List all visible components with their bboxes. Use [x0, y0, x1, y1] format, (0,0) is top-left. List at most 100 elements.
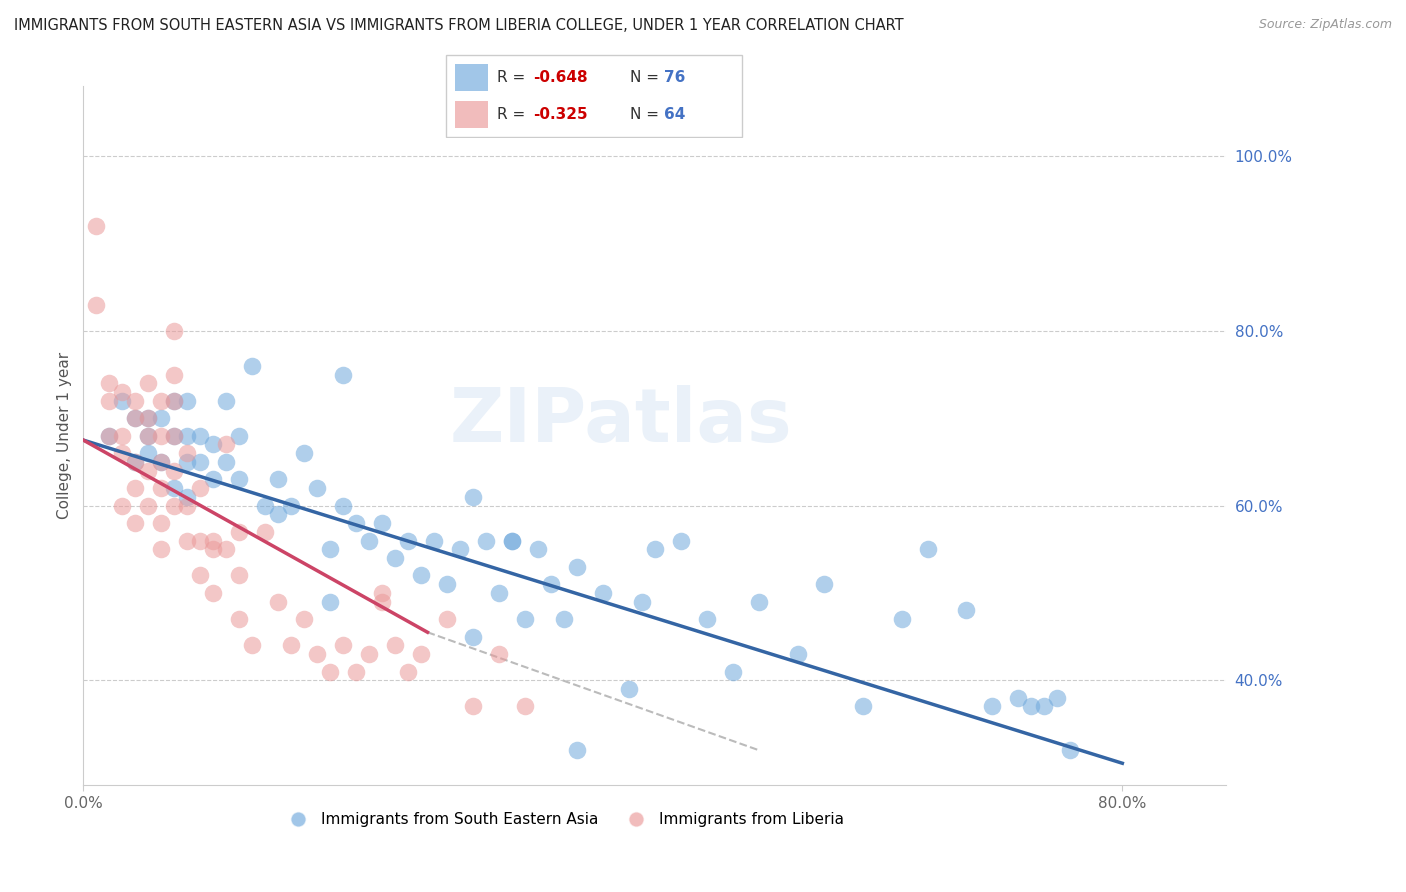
- Point: [748, 595, 770, 609]
- Point: [786, 647, 808, 661]
- Point: [527, 542, 550, 557]
- Point: [461, 699, 484, 714]
- Point: [98, 393, 121, 408]
- Point: [436, 577, 458, 591]
- Point: [124, 411, 146, 425]
- Point: [461, 630, 484, 644]
- Point: [98, 428, 121, 442]
- Point: [981, 699, 1004, 714]
- Point: [513, 699, 536, 714]
- Point: [592, 586, 614, 600]
- Point: [136, 376, 159, 391]
- Point: [1046, 690, 1069, 705]
- Point: [215, 393, 238, 408]
- Point: [396, 665, 419, 679]
- Point: [163, 481, 186, 495]
- Point: [292, 612, 315, 626]
- Point: [150, 455, 173, 469]
- Point: [124, 481, 146, 495]
- Point: [136, 446, 159, 460]
- Text: -0.648: -0.648: [534, 70, 588, 85]
- Point: [136, 411, 159, 425]
- Text: IMMIGRANTS FROM SOUTH EASTERN ASIA VS IMMIGRANTS FROM LIBERIA COLLEGE, UNDER 1 Y: IMMIGRANTS FROM SOUTH EASTERN ASIA VS IM…: [14, 18, 904, 33]
- Point: [84, 219, 107, 233]
- Point: [319, 595, 342, 609]
- Point: [202, 437, 225, 451]
- Point: [228, 472, 250, 486]
- Point: [163, 324, 186, 338]
- Point: [1021, 699, 1043, 714]
- Point: [163, 499, 186, 513]
- Point: [813, 577, 835, 591]
- Point: [228, 568, 250, 582]
- Point: [163, 464, 186, 478]
- FancyBboxPatch shape: [456, 101, 488, 128]
- Point: [280, 499, 302, 513]
- Point: [488, 586, 510, 600]
- Point: [371, 586, 394, 600]
- Point: [188, 533, 211, 548]
- Point: [124, 516, 146, 530]
- Point: [111, 393, 134, 408]
- Point: [851, 699, 873, 714]
- Point: [344, 516, 367, 530]
- Point: [202, 586, 225, 600]
- Point: [319, 542, 342, 557]
- Point: [150, 393, 173, 408]
- Point: [565, 559, 588, 574]
- Point: [488, 647, 510, 661]
- Point: [188, 455, 211, 469]
- Point: [228, 612, 250, 626]
- Point: [409, 647, 432, 661]
- Point: [332, 499, 354, 513]
- Point: [202, 542, 225, 557]
- Point: [215, 455, 238, 469]
- Point: [332, 368, 354, 382]
- Point: [280, 638, 302, 652]
- Point: [565, 743, 588, 757]
- Point: [669, 533, 692, 548]
- Point: [163, 393, 186, 408]
- Point: [176, 428, 198, 442]
- Point: [696, 612, 718, 626]
- Text: 76: 76: [664, 70, 685, 85]
- Point: [136, 499, 159, 513]
- Point: [423, 533, 446, 548]
- Legend: Immigrants from South Eastern Asia, Immigrants from Liberia: Immigrants from South Eastern Asia, Immi…: [277, 806, 851, 833]
- Text: R =: R =: [498, 107, 530, 122]
- Point: [150, 455, 173, 469]
- Point: [176, 446, 198, 460]
- Point: [357, 647, 380, 661]
- Point: [630, 595, 652, 609]
- Point: [163, 393, 186, 408]
- Point: [917, 542, 939, 557]
- Point: [136, 464, 159, 478]
- Point: [188, 481, 211, 495]
- Point: [240, 359, 263, 373]
- Point: [176, 455, 198, 469]
- Text: ZIPatlas: ZIPatlas: [449, 385, 792, 458]
- Point: [124, 393, 146, 408]
- Point: [202, 472, 225, 486]
- Point: [202, 533, 225, 548]
- Point: [150, 516, 173, 530]
- Point: [176, 499, 198, 513]
- Point: [384, 638, 406, 652]
- Point: [111, 446, 134, 460]
- Point: [1033, 699, 1056, 714]
- Point: [136, 428, 159, 442]
- Point: [254, 499, 277, 513]
- Text: 64: 64: [664, 107, 685, 122]
- Point: [344, 665, 367, 679]
- Point: [150, 542, 173, 557]
- Point: [163, 368, 186, 382]
- Point: [644, 542, 666, 557]
- Point: [357, 533, 380, 548]
- Y-axis label: College, Under 1 year: College, Under 1 year: [58, 352, 72, 519]
- Point: [163, 428, 186, 442]
- Point: [409, 568, 432, 582]
- Point: [254, 524, 277, 539]
- Point: [371, 516, 394, 530]
- Text: Source: ZipAtlas.com: Source: ZipAtlas.com: [1258, 18, 1392, 31]
- Point: [98, 428, 121, 442]
